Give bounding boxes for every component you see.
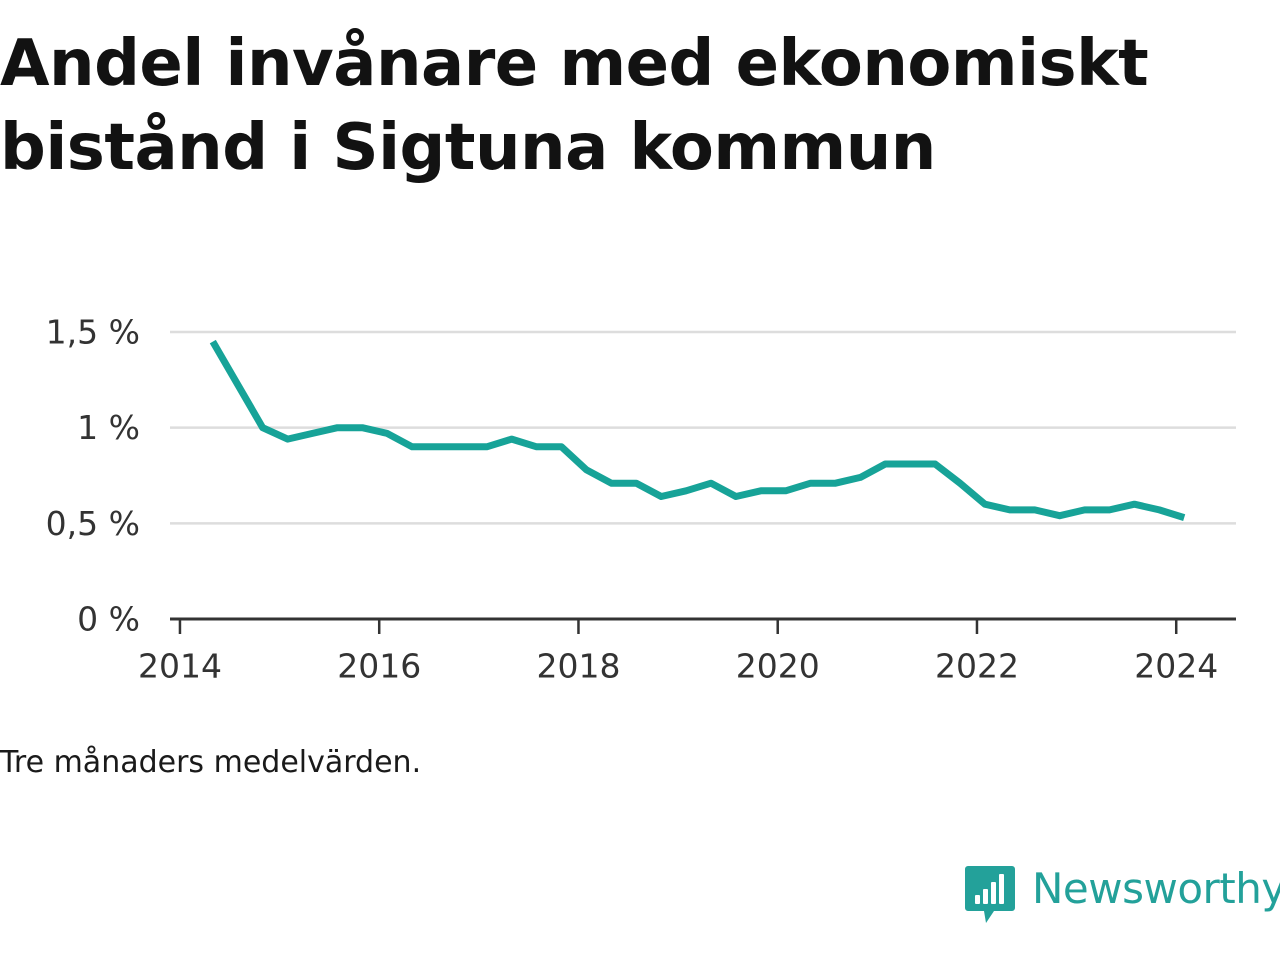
x-tick-label: 2016 bbox=[337, 647, 421, 686]
newsworthy-logo-icon bbox=[965, 866, 1015, 923]
x-tick-label: 2018 bbox=[536, 647, 620, 686]
brand-name: Newsworthy bbox=[1032, 864, 1280, 913]
x-tick-label: 2020 bbox=[736, 647, 820, 686]
chart-caption: Tre månaders medelvärden. bbox=[0, 745, 422, 780]
y-tick-label: 0 % bbox=[77, 600, 140, 639]
y-tick-label: 1,5 % bbox=[46, 313, 140, 352]
y-tick-label: 0,5 % bbox=[46, 504, 140, 543]
x-tick-label: 2024 bbox=[1134, 647, 1218, 686]
series-line bbox=[209, 339, 1186, 521]
brand: Newsworthy bbox=[964, 864, 1280, 926]
x-tick-label: 2014 bbox=[138, 647, 222, 686]
series-layer bbox=[209, 339, 1186, 521]
axes: 0 % 0,5 % 1 % 1,5 % 2014 2016 2018 2020 2022 2024 bbox=[46, 313, 1236, 686]
x-tick-label: 2022 bbox=[935, 647, 1019, 686]
y-tick-label: 1 % bbox=[77, 408, 140, 447]
chart-title: Andel invånare med ekonomiskt bistånd i … bbox=[0, 27, 1149, 185]
